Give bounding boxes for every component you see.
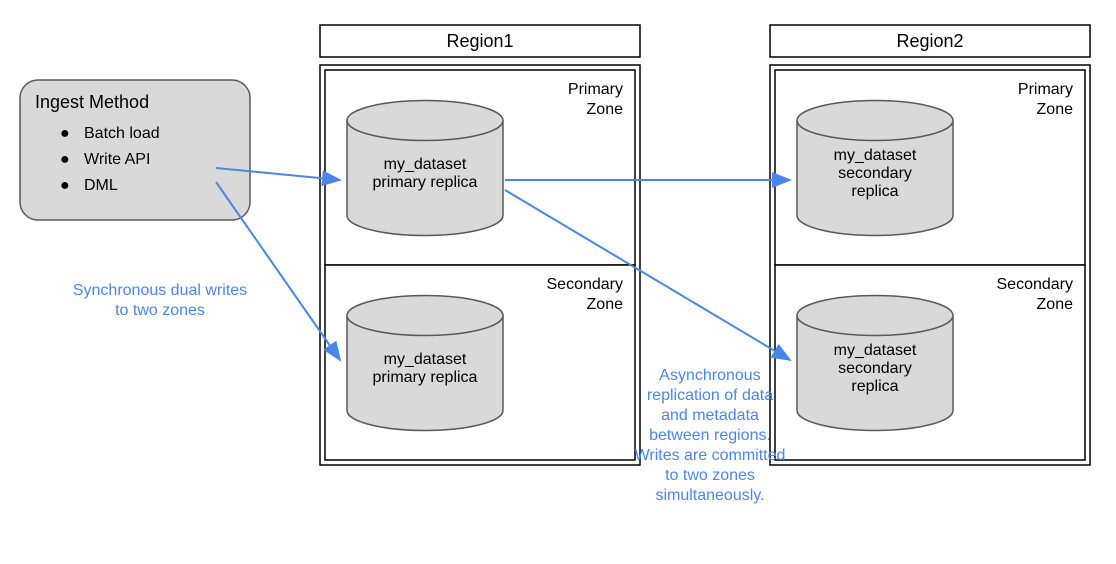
annotation-async: Writes are committed <box>635 447 786 464</box>
r2-primary-db-label: secondary <box>838 165 912 182</box>
r2-secondary-db-label: replica <box>851 378 898 395</box>
r1-secondary-db-label: primary replica <box>373 369 478 386</box>
r2-secondary-zone-label: Secondary <box>997 276 1074 293</box>
r1-primary-zone-label: Primary <box>568 81 623 98</box>
annotation-async: Asynchronous <box>659 367 760 384</box>
annotation-async: simultaneously. <box>655 487 764 504</box>
r2-primary-zone-label: Zone <box>1037 101 1074 118</box>
annotation-async: between regions. <box>649 427 771 444</box>
region1-label: Region1 <box>446 31 513 51</box>
annotation-sync: to two zones <box>115 302 205 319</box>
r2-primary-zone-label: Primary <box>1018 81 1073 98</box>
annotation-async: to two zones <box>665 467 755 484</box>
r2-secondary-zone-label: Zone <box>1037 296 1074 313</box>
region2-label: Region2 <box>896 31 963 51</box>
r1-secondary-zone-label: Secondary <box>547 276 624 293</box>
r2-primary-db-label: my_dataset <box>834 147 917 164</box>
r1-primary-db-label: my_dataset <box>384 156 467 173</box>
ingest-item: Write API <box>84 151 150 168</box>
annotation-sync: Synchronous dual writes <box>73 282 247 299</box>
annotation-async: replication of data <box>647 387 773 404</box>
svg-text:●: ● <box>60 151 70 168</box>
r2-secondary-db-label: secondary <box>838 360 912 377</box>
r2-primary-db-label: replica <box>851 183 898 200</box>
r1-secondary-zone-label: Zone <box>587 296 624 313</box>
ingest-title: Ingest Method <box>35 92 149 112</box>
svg-text:●: ● <box>60 177 70 194</box>
ingest-item: Batch load <box>84 125 160 142</box>
architecture-diagram: Ingest Method ● Batch load ● Write API ● DML Re… <box>0 0 1116 564</box>
ingest-item: DML <box>84 177 118 194</box>
r2-secondary-db-label: my_dataset <box>834 342 917 359</box>
r1-primary-db-label: primary replica <box>373 174 478 191</box>
svg-text:●: ● <box>60 125 70 142</box>
r1-secondary-db-label: my_dataset <box>384 351 467 368</box>
annotation-async: and metadata <box>661 407 759 424</box>
r1-primary-zone-label: Zone <box>587 101 624 118</box>
